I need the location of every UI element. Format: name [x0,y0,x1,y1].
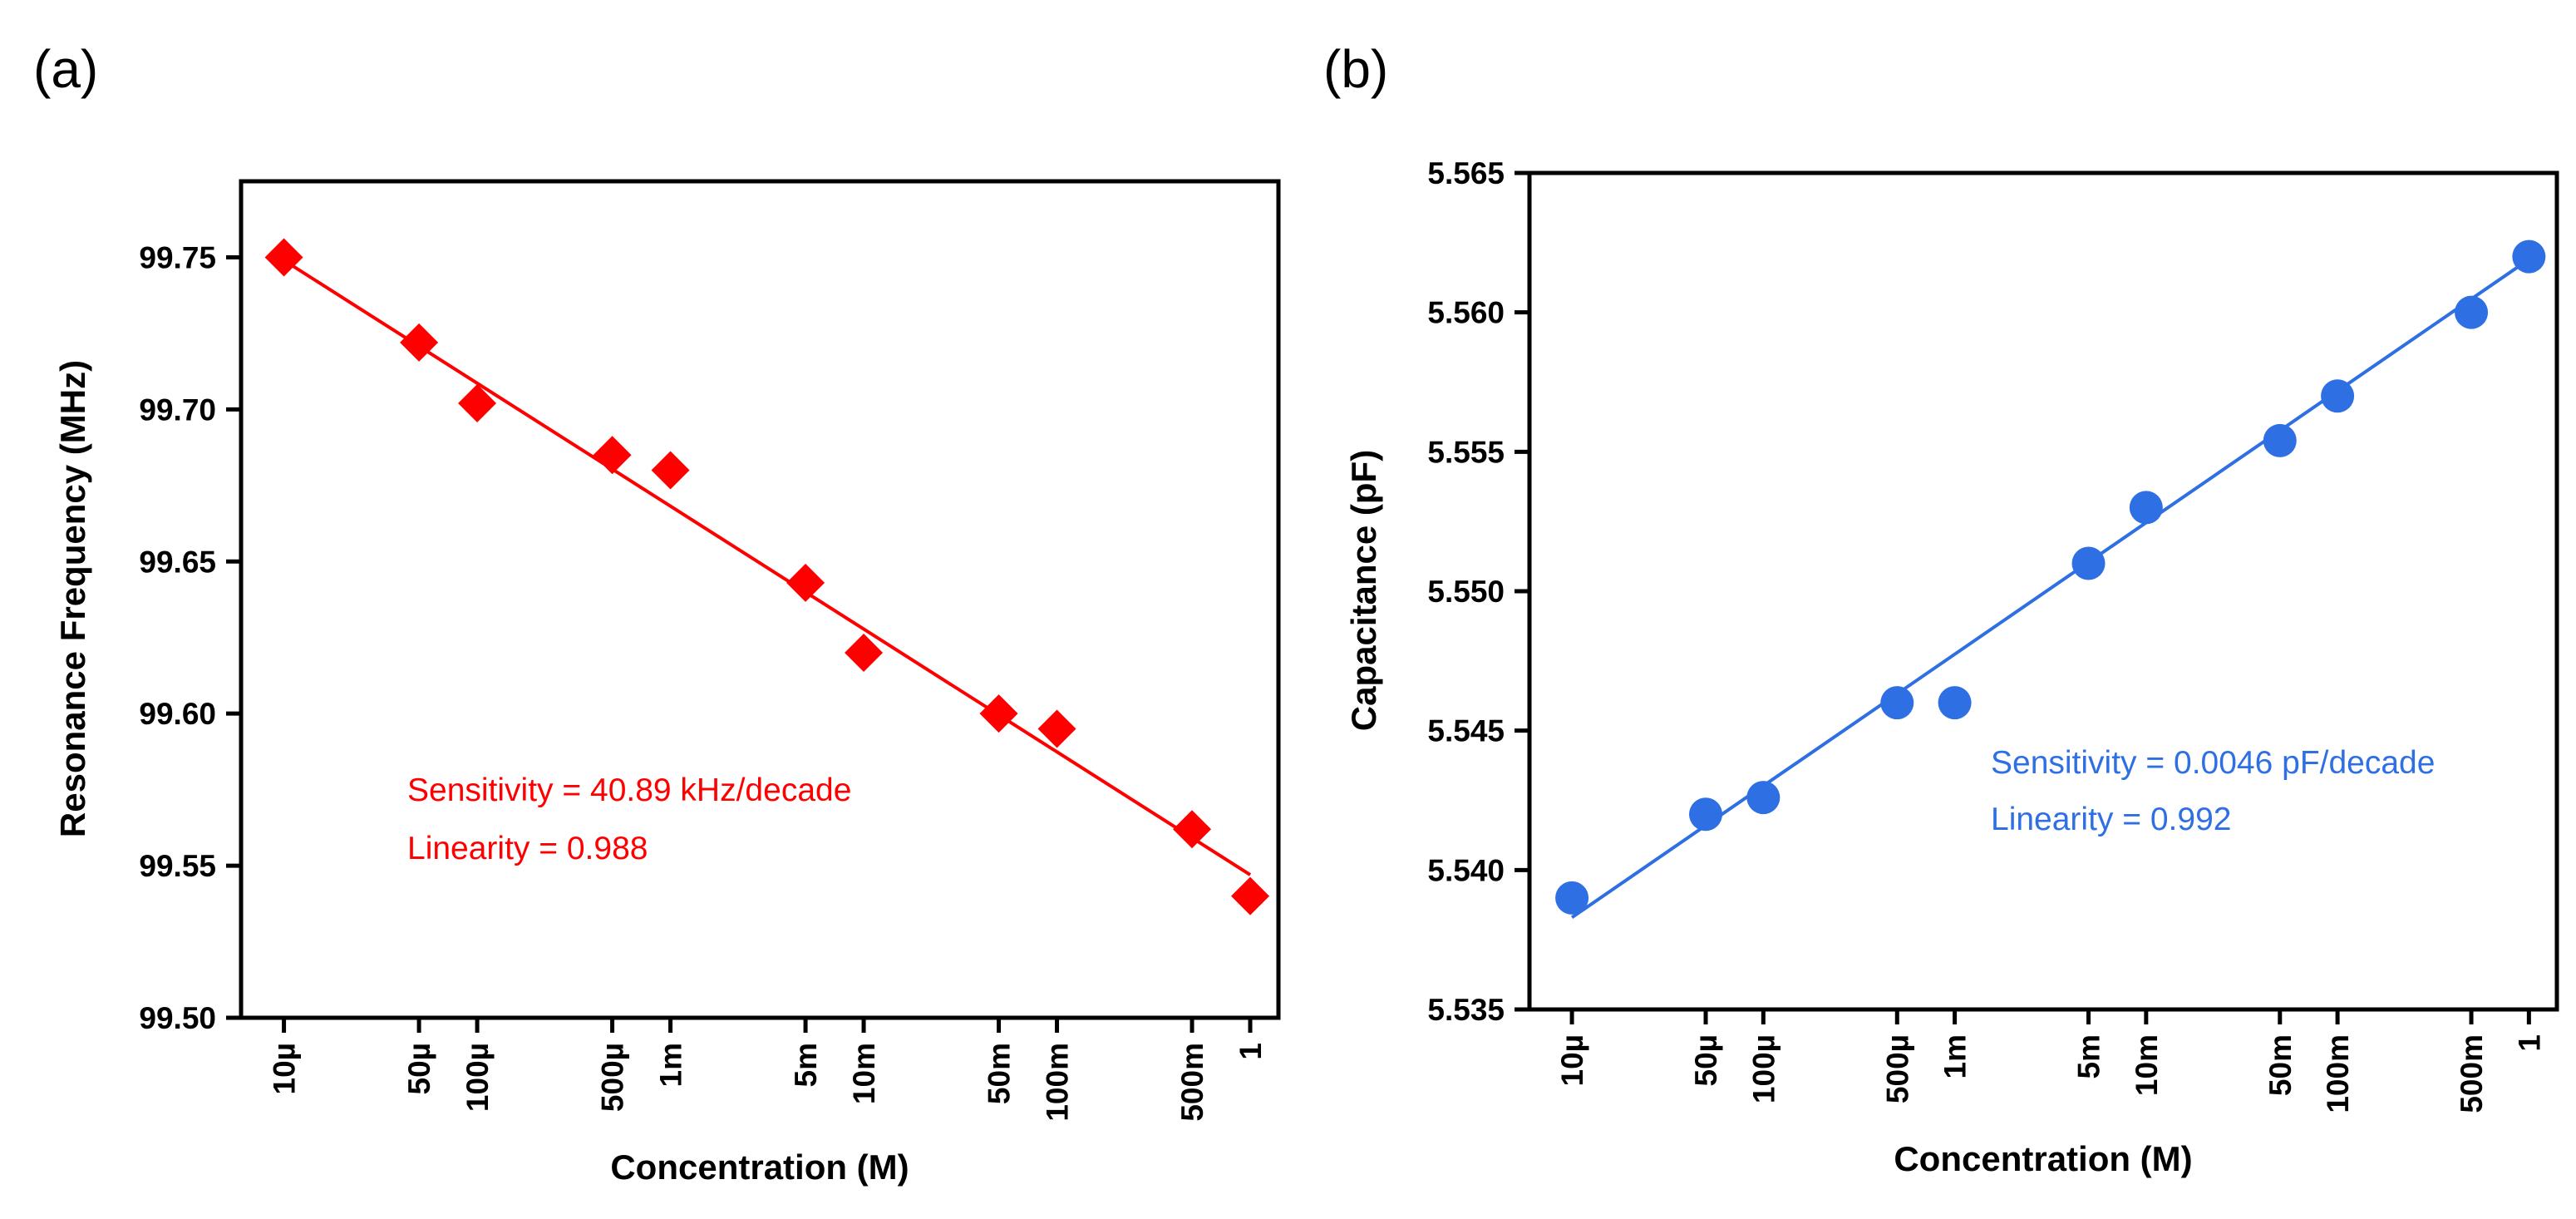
data-point-a [786,563,825,602]
data-point-a [651,451,690,490]
panel-a-label: (a) [33,39,98,99]
linearity-annotation-a: Linearity = 0.988 [407,831,648,866]
x-tick-label: 100µ [461,1043,495,1112]
data-point-a [1231,876,1270,915]
y-tick-label: 5.550 [1427,575,1505,609]
x-tick-label: 10m [2130,1034,2164,1096]
plot-frame-a [239,179,1281,1020]
data-point-b [1689,797,1723,832]
linearity-annotation-b: Linearity = 0.992 [1991,802,2231,837]
data-point-b [1746,781,1781,815]
y-tick-label: 99.60 [139,697,216,731]
x-tick-label: 1m [654,1043,688,1087]
chart-panel-a: (a) 99.50 99.55 99.60 99.65 99.70 99.75 10µ 50… [33,39,1281,1187]
data-point-a [264,238,303,277]
x-tick-label: 10µ [268,1043,302,1094]
x-tick-label: 500m [2455,1034,2489,1113]
data-points-b [1555,239,2546,915]
y-axis-a: 99.50 99.55 99.60 99.65 99.70 99.75 [139,240,241,1035]
data-point-a [400,323,439,362]
data-point-b [2071,546,2106,580]
y-tick-label: 99.65 [139,545,216,579]
y-tick-label: 99.55 [139,849,216,883]
x-tick-label: 100m [2321,1034,2355,1113]
x-axis-a: 10µ 50µ 100µ 500µ 1m 5m 10m 50m 100m 500m 1 [268,1018,1268,1122]
x-axis-b: 10µ 50µ 100µ 500µ 1m 5m 10m 50m 100m 500m 1 [1555,1009,2546,1113]
panel-b-label: (b) [1323,39,1388,99]
data-point-a [593,436,632,475]
y-tick-label: 5.535 [1427,993,1505,1027]
y-tick-label: 99.70 [139,392,216,427]
data-point-b [2263,423,2297,457]
x-tick-label: 50m [2263,1034,2298,1096]
chart-panel-b: (b) 5.5355.5405.5455.5505.5555.5605.565 … [1323,39,2559,1178]
plot-frame-b [1527,170,2559,1012]
y-tick-label: 5.555 [1427,435,1505,469]
data-point-b [2321,379,2355,413]
sensitivity-annotation-b: Sensitivity = 0.0046 pF/decade [1991,745,2435,781]
data-point-b [2455,295,2489,329]
x-tick-label: 1 [2512,1034,2546,1052]
x-tick-label: 500m [1175,1043,1209,1122]
data-point-b [1880,686,1914,720]
data-point-a [1173,810,1212,849]
y-tick-label: 5.545 [1427,714,1505,748]
x-axis-title-b: Concentration (M) [1894,1139,2192,1178]
data-point-b [2512,239,2546,274]
x-tick-label: 5m [789,1043,823,1087]
data-point-a [845,634,884,673]
data-points-a [264,238,1270,915]
data-point-a [1037,709,1076,748]
data-point-a [979,694,1018,733]
x-tick-label: 100µ [1746,1034,1781,1103]
y-tick-label: 5.540 [1427,853,1505,887]
x-axis-title-a: Concentration (M) [610,1147,909,1187]
x-tick-label: 1 [1234,1043,1268,1060]
fit-line-a [283,259,1252,876]
data-point-b [1555,881,1589,915]
x-tick-label: 1m [1938,1034,1973,1078]
x-tick-label: 10m [847,1043,881,1104]
x-tick-label: 500µ [596,1043,630,1112]
x-tick-label: 10µ [1555,1034,1589,1086]
y-tick-label: 5.565 [1427,156,1505,190]
x-tick-label: 50µ [402,1043,436,1094]
x-tick-label: 50µ [1689,1034,1723,1086]
x-tick-label: 100m [1041,1043,1075,1122]
y-axis-title-a: Resonance Frequency (MHz) [53,360,92,837]
data-point-b [1938,686,1972,720]
y-tick-label: 99.50 [139,1001,216,1035]
data-point-b [2129,491,2163,525]
x-tick-label: 500µ [1880,1034,1914,1103]
sensitivity-annotation-a: Sensitivity = 40.89 kHz/decade [407,772,851,808]
y-tick-label: 5.560 [1427,296,1505,330]
y-tick-label: 99.75 [139,240,216,274]
y-axis-b: 5.535 5.540 5.545 5.550 5.555 5.560 5.565 [1427,156,1529,1027]
data-point-a [458,384,497,423]
x-tick-label: 50m [983,1043,1017,1104]
x-tick-label: 5m [2072,1034,2106,1078]
fit-line-b [1570,258,2530,919]
y-axis-title-b: Capacitance (pF) [1344,450,1383,731]
